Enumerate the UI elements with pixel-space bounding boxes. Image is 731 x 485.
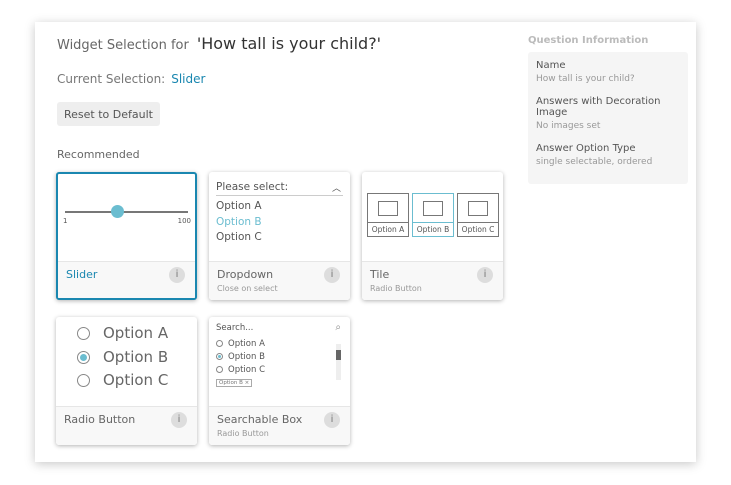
info-icon[interactable]: i xyxy=(324,412,340,428)
widget-name: Tile xyxy=(370,268,390,281)
widget-card-dropdown[interactable]: Please select: ︿ Option A Option B Option… xyxy=(209,172,350,300)
search-icon: ⌕ xyxy=(335,322,341,333)
tile-option: Option C xyxy=(457,193,499,237)
title-prefix: Widget Selection for xyxy=(57,38,189,53)
dropdown-option-selected: Option B xyxy=(216,215,262,228)
widget-card-tile[interactable]: Option A Option B Option C Tile Radio But… xyxy=(362,172,503,300)
widget-subtitle: Close on select xyxy=(217,284,278,293)
recommended-heading: Recommended xyxy=(57,148,140,161)
image-icon xyxy=(423,201,443,216)
info-value: How tall is your child? xyxy=(536,74,635,84)
dropdown-preview-header: Please select: ︿ xyxy=(216,181,343,196)
tile-label: Option B xyxy=(413,222,453,236)
option-label: Option B xyxy=(228,352,265,362)
info-icon[interactable]: i xyxy=(171,412,187,428)
search-option: Option C xyxy=(216,364,343,377)
tile-option-selected: Option B xyxy=(412,193,454,237)
info-icon[interactable]: i xyxy=(477,267,493,283)
search-placeholder: Search... xyxy=(216,323,254,333)
dropdown-placeholder: Please select: xyxy=(216,181,289,193)
widget-selection-panel: Widget Selection for 'How tall is your ch… xyxy=(35,22,696,462)
page-title: Widget Selection for 'How tall is your ch… xyxy=(57,34,381,53)
info-value: single selectable, ordered xyxy=(536,157,653,167)
selected-chip: Option B × xyxy=(216,379,253,387)
radio-label: Option C xyxy=(103,371,169,389)
search-option-selected: Option B xyxy=(216,351,343,364)
tile-option: Option A xyxy=(367,193,409,237)
slider-min: 1 xyxy=(63,217,68,225)
current-selection: Current Selection: Slider xyxy=(57,72,205,86)
widget-name: Slider xyxy=(66,268,98,281)
slider-max: 100 xyxy=(177,217,191,225)
info-value: No images set xyxy=(536,121,601,131)
info-icon[interactable]: i xyxy=(169,267,185,283)
radio-option: Option A xyxy=(77,322,197,346)
image-icon xyxy=(378,201,398,216)
widget-card-slider[interactable]: 1 100 Slider i xyxy=(56,172,197,300)
radio-label: Option B xyxy=(103,347,169,366)
dropdown-option: Option C xyxy=(216,231,262,243)
option-label: Option A xyxy=(228,339,265,349)
widget-name: Dropdown xyxy=(217,268,274,281)
current-selection-label: Current Selection: xyxy=(57,72,166,86)
widget-subtitle: Radio Button xyxy=(217,429,269,438)
info-key: Answers with Decoration Image xyxy=(536,96,661,118)
dropdown-option: Option A xyxy=(216,200,262,212)
info-key: Name xyxy=(536,60,566,71)
slider-thumb xyxy=(111,205,124,218)
radio-option-selected: Option B xyxy=(77,346,197,370)
slider-track xyxy=(65,211,188,213)
info-key: Answer Option Type xyxy=(536,143,636,154)
chevron-up-icon: ︿ xyxy=(331,184,341,194)
question-info-panel: Name How tall is your child? Answers wit… xyxy=(528,52,688,184)
image-icon xyxy=(468,201,488,216)
radio-label: Option A xyxy=(103,324,169,342)
tile-label: Option C xyxy=(458,222,498,236)
radio-option: Option C xyxy=(77,369,197,393)
widget-name: Radio Button xyxy=(64,413,136,426)
widget-card-radio-button[interactable]: Option A Option B Option C Radio Button i xyxy=(56,317,197,445)
scrollbar[interactable] xyxy=(336,344,341,380)
info-icon[interactable]: i xyxy=(324,267,340,283)
widget-name: Searchable Box xyxy=(217,413,303,426)
current-selection-value: Slider xyxy=(171,72,206,86)
option-label: Option C xyxy=(228,365,266,375)
question-info-heading: Question Information xyxy=(528,35,649,46)
widget-subtitle: Radio Button xyxy=(370,284,422,293)
tile-label: Option A xyxy=(368,222,408,236)
question-title: 'How tall is your child?' xyxy=(196,34,382,53)
reset-to-default-button[interactable]: Reset to Default xyxy=(57,102,160,126)
widget-card-searchable-box[interactable]: Search... ⌕ Option A Option B Option C Op… xyxy=(209,317,350,445)
search-option: Option A xyxy=(216,338,343,351)
